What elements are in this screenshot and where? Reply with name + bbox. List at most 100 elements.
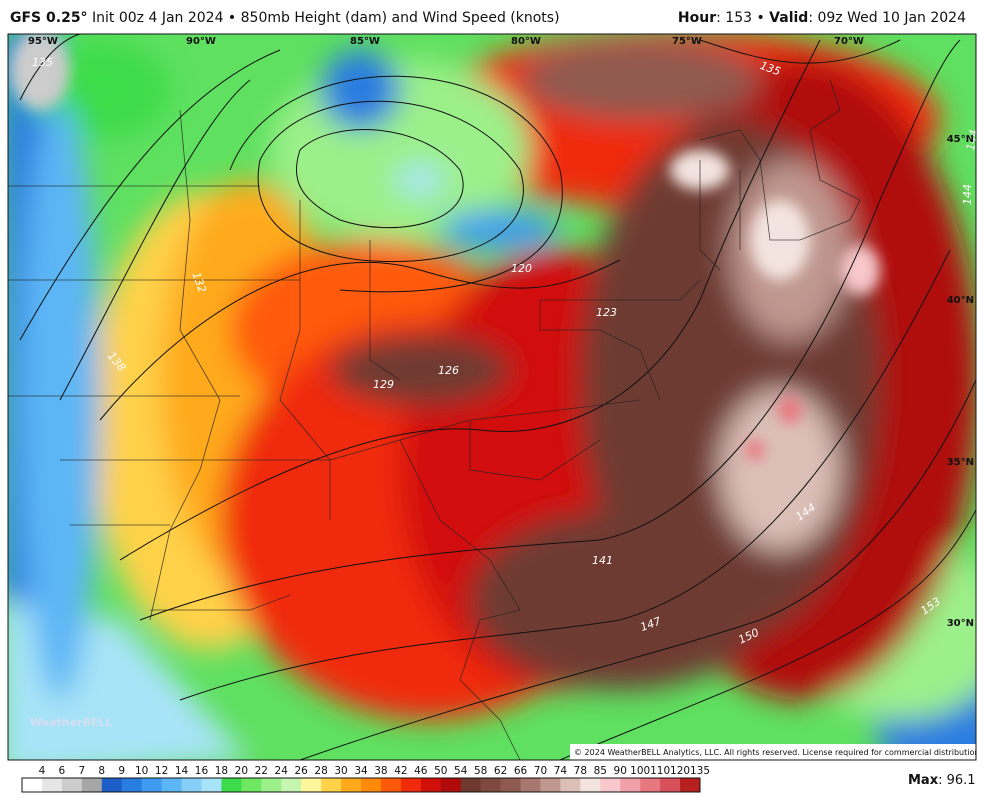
colorbar-segment [141, 778, 163, 792]
colorbar-segment [480, 778, 502, 792]
grid-labels: 95°W 90°W 85°W 80°W 75°W 70°W 45°N 40°N … [28, 36, 974, 629]
colorbar-label: 34 [354, 765, 368, 777]
contour-label: 126 [438, 364, 459, 377]
longitude-label: 70°W [834, 36, 864, 47]
model: GFS 0.25° [10, 10, 88, 26]
colorbar-segment [460, 778, 482, 792]
colorbar-segment [600, 778, 621, 792]
max-label: Max [908, 773, 939, 788]
colorbar-label: 4 [39, 765, 46, 777]
colorbar-label: 28 [314, 765, 327, 777]
header-right: Hour: 153 • Valid: 09z Wed 10 Jan 2024 [678, 10, 966, 26]
colorbar-label: 100 [630, 765, 650, 777]
colorbar-segment [380, 778, 402, 792]
colorbar-segment [22, 778, 43, 792]
colorbar-segment [221, 778, 242, 792]
watermark: WeatherBELL [30, 716, 113, 729]
copyright: © 2024 WeatherBELL Analytics, LLC. All r… [574, 748, 982, 757]
colorbar-segment [361, 778, 382, 792]
contour-label: 120 [511, 262, 532, 275]
longitude-label: 95°W [28, 36, 58, 47]
colorbar-frame [21, 777, 701, 793]
contour-label: 129 [373, 378, 394, 391]
longitude-label: 90°W [186, 36, 216, 47]
colorbar-label: 50 [434, 765, 447, 777]
colorbar-segment [301, 778, 322, 792]
colorbar-label: 7 [78, 765, 85, 777]
colorbar-segment [321, 778, 342, 792]
init: Init 00z 4 Jan 2024 • 850mb Height (dam)… [88, 10, 560, 26]
colorbar-segment [540, 778, 561, 792]
colorbar-label: 74 [554, 765, 568, 777]
height-contours [19, 34, 976, 760]
longitude-label: 85°W [350, 36, 380, 47]
colorbar-label: 62 [494, 765, 507, 777]
hour-value: : 153 • [716, 10, 769, 26]
colorbar-label: 42 [394, 765, 407, 777]
colorbar-segment [500, 778, 522, 792]
colorbar-segment [520, 778, 541, 792]
contour-label: 141 [592, 554, 613, 567]
colorbar-label: 6 [59, 765, 66, 777]
hour-label: Hour [678, 10, 716, 26]
colorbar-label: 8 [98, 765, 105, 777]
colorbar-segment [420, 778, 442, 792]
colorbar-segment [261, 778, 282, 792]
colorbar-segment [440, 778, 462, 792]
colorbar-label: 120 [670, 765, 690, 777]
colorbar-segment [121, 778, 143, 792]
colorbar-label: 46 [414, 765, 428, 777]
colorbar: 4 6 7 8 9 10 12 14 16 18 20 22 24 26 28 30 34 38 42 46 50 54 5… [21, 765, 710, 793]
colorbar-segment [201, 778, 222, 792]
map-frame [7, 33, 977, 761]
colorbar-label: 30 [334, 765, 347, 777]
colorbar-label: 14 [175, 765, 189, 777]
colorbar-segment [640, 778, 661, 792]
copyright-box [570, 744, 976, 760]
contour-label: 144 [961, 184, 974, 205]
borders [8, 79, 861, 760]
latitude-label: 35°N [947, 457, 974, 468]
wind-core [10, 34, 880, 460]
contour-label: 135 [32, 56, 53, 69]
colorbar-segment [181, 778, 202, 792]
colorbar-label: 135 [690, 765, 710, 777]
colorbar-label: 70 [534, 765, 547, 777]
colorbar-segment [281, 778, 302, 792]
colorbar-label: 58 [474, 765, 487, 777]
contour-label: 123 [596, 306, 617, 319]
valid-label: Valid [769, 10, 808, 26]
colorbar-label: 26 [294, 765, 308, 777]
colorbar-segment [660, 778, 681, 792]
colorbar-label: 90 [614, 765, 627, 777]
max: Max: 96.1 [908, 773, 976, 788]
colorbar-segment [81, 778, 103, 792]
colorbar-label: 85 [594, 765, 607, 777]
contour-label: 144 [964, 129, 980, 152]
colorbar-segment [101, 778, 123, 792]
colorbar-label: 54 [454, 765, 468, 777]
latitude-label: 30°N [947, 618, 974, 629]
colorbar-label: 38 [374, 765, 387, 777]
colorbar-label: 9 [118, 765, 125, 777]
colorbar-segment [341, 778, 362, 792]
longitude-label: 80°W [511, 36, 541, 47]
longitude-label: 75°W [672, 36, 702, 47]
max-value: : 96.1 [938, 773, 975, 788]
colorbar-segment [61, 778, 83, 792]
colorbar-label: 18 [215, 765, 228, 777]
colorbar-label: 20 [235, 765, 248, 777]
colorbar-label: 110 [650, 765, 670, 777]
colorbar-label: 12 [155, 765, 168, 777]
valid-value: : 09z Wed 10 Jan 2024 [808, 10, 966, 26]
colorbar-label: 66 [514, 765, 528, 777]
colorbar-segment [41, 778, 63, 792]
colorbar-label: 24 [275, 765, 289, 777]
colorbar-segment [161, 778, 183, 792]
colorbar-segment [241, 778, 262, 792]
latitude-label: 45°N [947, 134, 974, 145]
colorbar-segment [580, 778, 601, 792]
colorbar-label: 78 [574, 765, 587, 777]
colorbar-label: 16 [195, 765, 209, 777]
header-left: GFS 0.25° Init 00z 4 Jan 2024 • 850mb He… [10, 10, 560, 26]
